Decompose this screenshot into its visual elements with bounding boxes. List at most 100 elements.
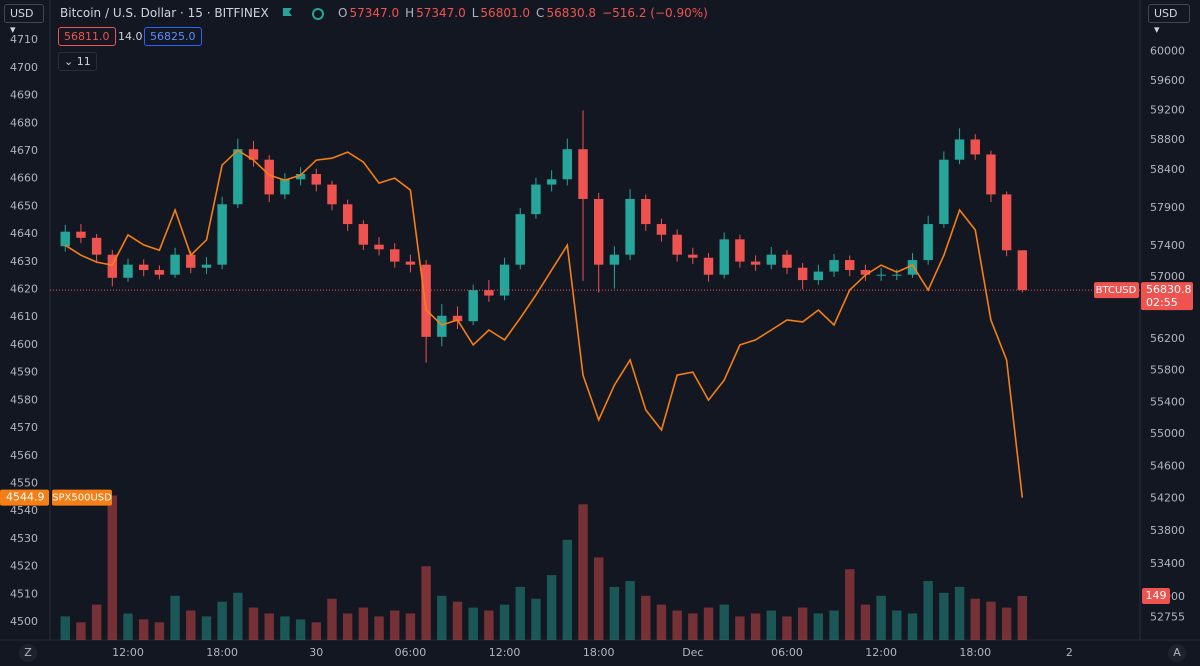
currency-button-right[interactable]: USD ▾ <box>1148 4 1190 36</box>
candle-body <box>390 249 400 262</box>
currency-button[interactable]: USD ▾ <box>4 4 44 36</box>
candle-body <box>499 264 510 296</box>
auto-button-label[interactable]: A <box>1173 646 1181 659</box>
indicator-count[interactable]: 11 <box>76 55 91 68</box>
volume-bar <box>421 566 431 640</box>
candle-body <box>954 139 965 160</box>
candle-body <box>892 274 902 276</box>
candle-body <box>531 184 541 215</box>
y2-tick-label: 4640 <box>10 227 38 240</box>
candle-body <box>248 149 259 160</box>
candle-body <box>280 179 290 195</box>
volume-bar <box>342 613 353 640</box>
candle-body <box>1017 250 1028 291</box>
volume-bar <box>154 622 165 640</box>
y2-tick-label: 4570 <box>10 421 38 434</box>
volume-bar <box>91 604 102 640</box>
candle-body <box>609 254 620 265</box>
candle-body <box>703 257 714 275</box>
volume-bar <box>186 610 196 640</box>
overlay-name-box <box>52 489 112 506</box>
candle-body <box>939 159 949 225</box>
candle-body <box>154 270 165 275</box>
y2-tick-label: 4590 <box>10 366 38 379</box>
y2-tick-label: 4600 <box>10 338 38 351</box>
y2-tick-label: 4500 <box>10 615 38 628</box>
candle-body <box>138 264 149 271</box>
zoom-button-label[interactable]: Z <box>24 646 32 659</box>
bid-box[interactable]: 56811.0 <box>58 27 116 46</box>
currency-text-right[interactable]: USD <box>1154 7 1178 20</box>
candle-body <box>735 239 745 262</box>
y-tick-label: 55800 <box>1150 364 1185 377</box>
ohlc-change: −516.2 (−0.90%) <box>602 6 708 20</box>
volume-bar <box>923 581 933 640</box>
y-tick-label: 55000 <box>1150 427 1185 440</box>
ohlc-value: 57347.0 <box>416 6 466 20</box>
x-tick-label: 18:00 <box>206 646 238 659</box>
y-tick-label: 59200 <box>1150 103 1185 116</box>
volume-bar <box>201 616 212 640</box>
axes: 5275553000534005380054200546005500055400… <box>0 33 1193 659</box>
ohlc-value: 56830.8 <box>546 6 597 20</box>
volume-bar <box>593 557 604 640</box>
candle-body <box>593 198 604 265</box>
candle-body <box>546 179 557 185</box>
last-price-label: 56830.8 <box>1146 283 1192 296</box>
candle-body <box>515 214 525 265</box>
candle-body <box>201 264 212 268</box>
volume-bar <box>107 495 118 640</box>
candle-body <box>233 149 243 205</box>
y2-tick-label: 4510 <box>10 587 38 600</box>
candle-body <box>578 149 588 199</box>
volume-bar <box>546 575 557 640</box>
volume-bar <box>138 619 149 640</box>
indicator-toggle[interactable]: ⌄ 11 <box>58 52 97 71</box>
volume-bar <box>813 613 824 640</box>
y2-tick-label: 4520 <box>10 560 38 573</box>
candle-body <box>876 274 886 276</box>
y2-tick-label: 4630 <box>10 255 38 268</box>
y-tick-label: 53800 <box>1150 524 1185 537</box>
auto-button[interactable] <box>1168 644 1186 662</box>
volume-bar <box>248 607 259 640</box>
volume-bar <box>170 595 180 640</box>
ask-box[interactable]: 56825.0 <box>144 27 202 46</box>
volume-bar <box>829 610 839 640</box>
candle-body <box>76 231 86 238</box>
y-tick-label: 58800 <box>1150 133 1185 146</box>
volume-bar <box>892 610 902 640</box>
ohlc-key: C <box>536 6 545 20</box>
y2-tick-label: 4610 <box>10 310 38 323</box>
candle-body <box>907 260 918 275</box>
volume-bar <box>233 592 243 640</box>
flag-icon[interactable] <box>283 8 292 16</box>
volume-bar <box>499 604 510 640</box>
volume-bar <box>405 613 416 640</box>
ohlc-value: 57347.0 <box>349 6 400 20</box>
candle-body <box>186 254 196 268</box>
x-tick-label: 12:00 <box>489 646 521 659</box>
currency-text[interactable]: USD <box>10 7 34 20</box>
overlay-name: SPX500USD <box>52 493 112 504</box>
volume-bar <box>625 581 635 640</box>
volume-bar <box>766 610 776 640</box>
volume-bar <box>1001 607 1012 640</box>
volume-bar <box>845 569 855 640</box>
zoom-button[interactable] <box>19 644 37 662</box>
candle-body <box>374 244 384 250</box>
series-name-box <box>1094 282 1139 299</box>
candle-body <box>688 254 698 258</box>
candle-body <box>437 315 447 337</box>
plot <box>50 110 1140 640</box>
candle-body <box>562 149 573 180</box>
volume-bar <box>578 504 588 640</box>
y-tick-label: 58400 <box>1150 163 1185 176</box>
candle-body <box>217 204 227 265</box>
volume-bar <box>358 607 369 640</box>
candle-body <box>358 224 369 245</box>
candle-body <box>421 264 431 337</box>
overlay-line <box>64 149 1024 498</box>
candle-body <box>91 237 102 255</box>
